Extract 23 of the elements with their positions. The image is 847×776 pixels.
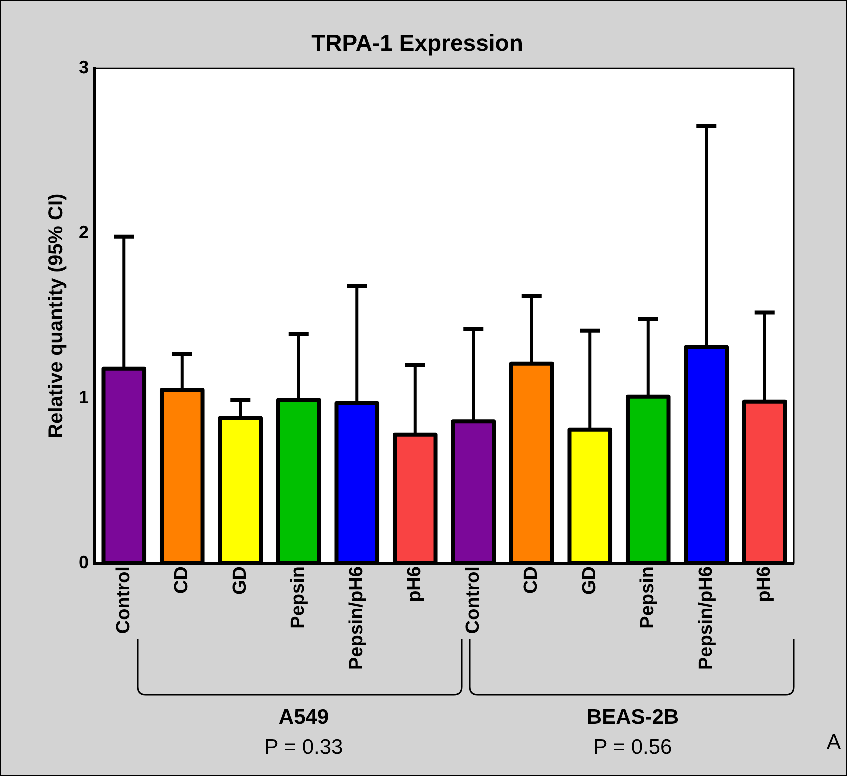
x-tick-label: GD xyxy=(579,566,600,596)
x-tick-label: Control xyxy=(113,566,134,634)
x-tick-label: CD xyxy=(521,566,542,594)
x-tick-label: pH6 xyxy=(754,566,776,602)
text: A549 xyxy=(278,706,330,730)
text: A xyxy=(827,731,842,755)
x-tick-label: GD xyxy=(230,566,251,596)
y-tick-label: 2 xyxy=(78,222,90,243)
y-axis-title: Relative quantity (95% CI) xyxy=(46,194,68,438)
x-tick-label: Pepsin/pH6 xyxy=(696,566,717,670)
text: BEAS-2B xyxy=(586,706,680,730)
text: P = 0.33 xyxy=(264,736,344,760)
y-tick-label: 3 xyxy=(78,58,90,78)
x-tick-label: pH6 xyxy=(404,566,426,602)
y-tick-label: 1 xyxy=(78,388,90,408)
text: P = 0.56 xyxy=(594,736,672,760)
x-tick-label: Pepsin xyxy=(288,566,310,629)
x-tick-label: Pepsin xyxy=(638,566,659,629)
y-tick-label: 0 xyxy=(78,552,90,572)
x-tick-label: Control xyxy=(462,566,484,634)
x-tick-label: CD xyxy=(172,566,193,594)
chart-title: TRPA-1 Expression xyxy=(312,30,524,56)
x-tick-label: Pepsin/pH6 xyxy=(346,566,368,670)
